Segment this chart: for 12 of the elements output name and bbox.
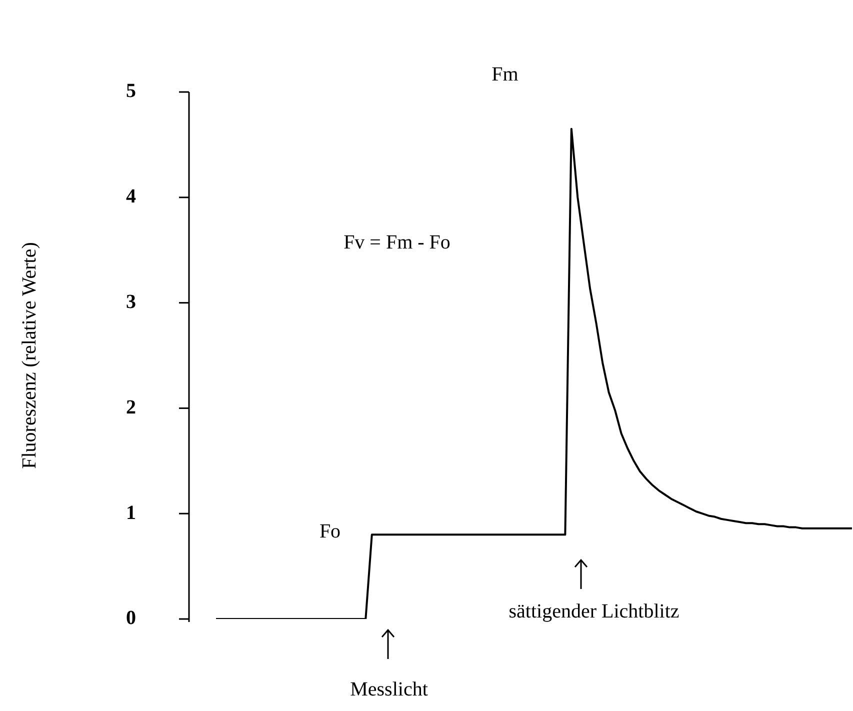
y-tick-label: 3 (126, 290, 136, 313)
y-tick-label: 5 (126, 80, 136, 102)
y-tick-label: 2 (126, 396, 136, 418)
text: Fm (492, 63, 519, 86)
text: Messlicht (350, 678, 428, 700)
y-tick-label: 4 (126, 186, 136, 208)
y-axis-title: Fluoreszenz (relative Werte) (18, 242, 40, 469)
annotation: Fv = Fm - Fo (344, 231, 450, 254)
annotation: sättigender Lichtblitz (508, 600, 680, 622)
annotation: Fo (319, 520, 341, 542)
y-tick-label: 0 (126, 607, 136, 630)
y-tick-label: 1 (126, 502, 136, 524)
